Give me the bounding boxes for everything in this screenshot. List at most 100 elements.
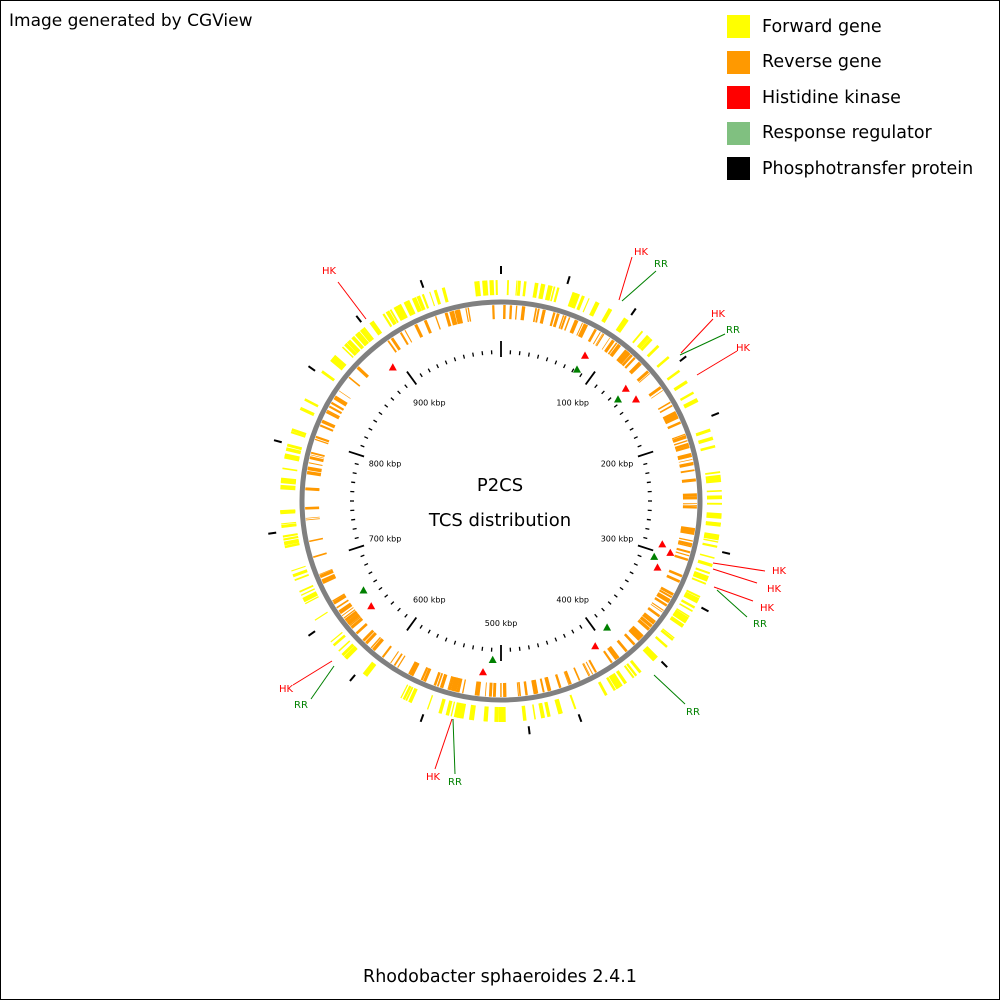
forward-gene-mark: [281, 521, 297, 525]
reverse-gene-mark: [678, 540, 693, 546]
reverse-gene-mark: [314, 438, 329, 445]
reverse-gene-mark: [657, 592, 671, 601]
kbp-tick: [384, 594, 389, 598]
callout-leader-line: [680, 318, 714, 354]
kbp-tick: [607, 601, 612, 605]
callout-label: RR: [448, 777, 462, 788]
forward-gene-mark: [433, 289, 442, 305]
reverse-gene-mark: [578, 323, 586, 337]
reverse-gene-mark: [484, 682, 487, 697]
forward-gene-mark: [357, 331, 370, 345]
reverse-gene-mark: [607, 646, 619, 661]
forward-gene-mark: [589, 301, 598, 316]
reverse-gene-mark: [310, 454, 325, 459]
histidine-kinase-marker: [367, 602, 376, 610]
reverse-gene-mark: [679, 462, 694, 466]
phosphotransfer-mark: [679, 355, 687, 363]
reverse-gene-mark: [467, 307, 472, 322]
forward-gene-mark: [302, 591, 318, 602]
kbp-tick: [624, 579, 629, 583]
reverse-gene-mark: [370, 636, 382, 649]
histidine-kinase-marker: [666, 548, 675, 556]
callout-leader-line: [716, 589, 748, 618]
forward-gene-mark: [407, 300, 415, 315]
histidine-kinase-marker: [658, 540, 667, 548]
forward-gene-mark: [683, 397, 699, 408]
kbp-tick: [360, 554, 365, 558]
forward-gene-mark: [705, 474, 721, 480]
forward-gene-mark: [314, 611, 328, 621]
reverse-gene-mark: [307, 466, 322, 473]
reverse-gene-mark: [624, 633, 636, 646]
forward-gene-mark: [704, 532, 720, 539]
kbp-tick: [571, 368, 575, 373]
phosphotransfer-mark: [268, 531, 277, 535]
kbp-tick: [629, 571, 634, 575]
reverse-gene-mark: [457, 309, 464, 324]
kbp-tick: [427, 629, 431, 634]
kbp-label: 300 kbp: [601, 535, 634, 544]
forward-gene-mark: [344, 343, 358, 356]
forward-gene-mark: [338, 640, 351, 652]
kbp-tick: [378, 411, 383, 416]
forward-gene-mark: [637, 335, 649, 348]
reverse-gene-mark: [558, 315, 565, 329]
forward-gene-mark: [705, 521, 721, 527]
forward-gene-mark: [646, 344, 660, 358]
phosphotransfer-mark: [307, 365, 316, 372]
reverse-gene-mark: [338, 602, 352, 614]
reverse-gene-mark: [516, 682, 520, 697]
legend-item-response-regulator: Response regulator: [727, 116, 973, 152]
reverse-gene-mark: [456, 678, 463, 693]
legend-label: Reverse gene: [762, 52, 882, 73]
phosphotransfer-mark: [419, 713, 425, 723]
forward-gene-mark: [304, 398, 319, 408]
forward-gene-mark: [292, 569, 308, 578]
reverse-gene-mark: [588, 659, 597, 673]
forward-gene-mark: [460, 703, 467, 719]
reverse-gene-mark: [319, 569, 334, 579]
reverse-gene-mark: [608, 646, 620, 659]
reverse-gene-mark: [310, 451, 325, 458]
forward-gene-mark: [522, 281, 527, 297]
reverse-gene-mark: [350, 617, 364, 629]
kbp-tick: [643, 536, 648, 540]
reverse-gene-mark: [651, 390, 664, 399]
reverse-gene-mark: [549, 312, 556, 327]
forward-gene-mark: [618, 319, 628, 333]
forward-gene-mark: [283, 538, 300, 546]
forward-gene-mark: [484, 706, 489, 722]
reverse-gene-mark: [592, 331, 601, 345]
forward-gene-mark: [692, 574, 708, 582]
kbp-tick: [619, 411, 624, 416]
histidine-kinase-marker: [581, 351, 589, 359]
reverse-gene-mark: [409, 662, 418, 676]
kbp-tick: [607, 397, 612, 401]
callout-leader-line: [696, 350, 738, 376]
reverse-gene-mark: [336, 599, 349, 609]
forward-gene-mark: [402, 685, 412, 701]
reverse-gene-mark: [573, 667, 581, 681]
reverse-gene-mark: [476, 681, 482, 696]
kbp-tick: [601, 607, 605, 612]
forward-gene-mark: [341, 643, 355, 657]
forward-gene-mark: [640, 338, 653, 352]
forward-gene-mark: [483, 280, 489, 296]
legend-label: Histidine kinase: [762, 87, 901, 108]
forward-gene-mark: [601, 307, 612, 323]
reverse-gene-mark: [659, 404, 673, 414]
callout-leader-line: [452, 718, 456, 775]
forward-gene-mark: [610, 674, 620, 689]
tcs-markers: [359, 351, 675, 676]
kbp-tick: [404, 384, 408, 389]
forward-gene-mark: [611, 672, 623, 688]
reverse-gene-mark: [636, 370, 650, 382]
reverse-gene-mark: [390, 337, 401, 351]
legend-label: Phosphotransfer protein: [762, 158, 974, 179]
forward-gene-mark: [385, 311, 395, 326]
reverse-gene-mark: [624, 357, 636, 369]
forward-gene-mark: [706, 489, 722, 493]
reverse-gene-mark: [642, 613, 655, 625]
histidine-kinase-marker: [388, 363, 397, 371]
reverse-gene-mark: [680, 469, 695, 474]
